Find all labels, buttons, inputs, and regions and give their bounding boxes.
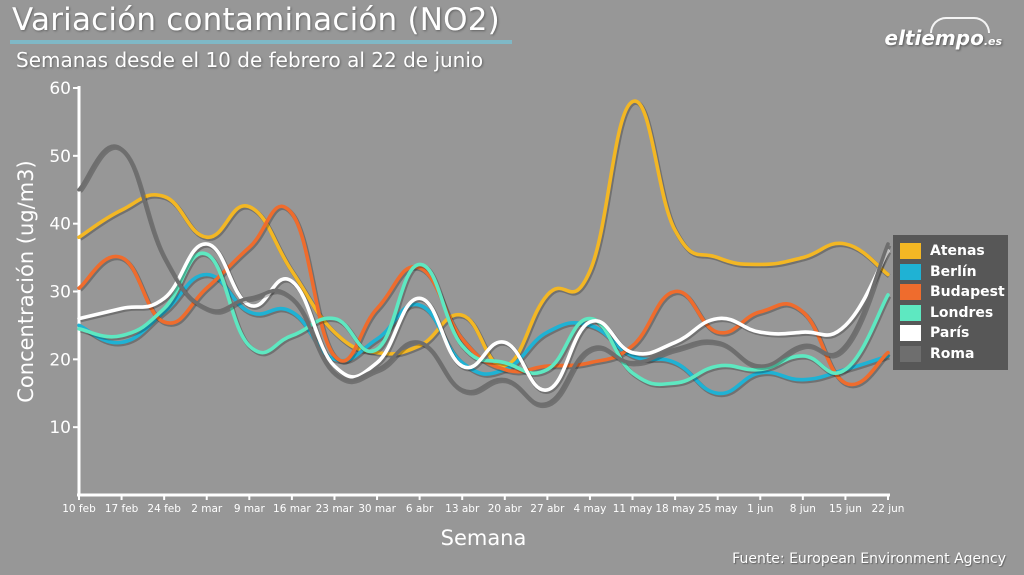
x-tick-label: 20 abr [488,503,523,515]
x-tick-label: 24 feb [147,503,181,515]
y-tick-label: 20 [49,350,71,370]
legend-swatch [900,284,921,301]
x-tick-label: 4 may [573,503,606,515]
legend-item-roma: Roma [893,344,1008,365]
legend-item-berlin: Berlín [893,262,1008,283]
legend-item-budapest: Budapest [893,282,1008,303]
x-tick-label: 22 jun [872,503,905,515]
chart-series [77,99,892,409]
brand-name: eltiempo [884,26,984,50]
legend-label: Berlín [930,263,977,280]
x-tick-label: 9 mar [234,503,266,515]
legend-label: Roma [930,345,975,362]
x-tick-label: 2 mar [191,503,223,515]
legend-swatch [900,304,921,321]
legend-item-atenas: Atenas [893,241,1008,262]
chart-labels: 10 20 30 40 50 60 10 feb 17 feb 24 feb 2 mar 9 mar… [14,79,904,550]
title-underline [10,40,512,44]
x-tick-label: 11 may [613,503,653,515]
x-tick-label: 16 mar [273,503,311,515]
y-tick-label: 10 [49,418,71,438]
x-tick-label: 25 may [698,503,738,515]
y-tick-label: 60 [49,79,71,99]
chart-subtitle: Semanas desde el 10 de febrero al 22 de … [16,48,484,72]
legend-label: Atenas [930,243,985,260]
legend-swatch [900,325,921,342]
legend-label: Londres [930,304,994,321]
brand-suffix: .es [983,35,1002,48]
x-tick-label: 23 mar [316,503,354,515]
series-line-roma [77,144,890,407]
x-axis-title: Semana [441,526,527,550]
legend-label: Budapest [930,284,1005,301]
y-tick-label: 40 [49,215,71,235]
x-tick-label: 6 abr [406,503,434,515]
y-tick-label: 50 [49,147,71,167]
x-tick-label: 10 feb [62,503,96,515]
legend-label: París [930,325,970,342]
x-tick-label: 1 jun [747,503,773,515]
x-tick-label: 18 may [655,503,695,515]
x-tick-label: 30 mar [358,503,396,515]
x-tick-label: 8 jun [790,503,816,515]
x-tick-label: 17 feb [105,503,139,515]
brand-logo: eltiempo.es [885,26,1002,50]
series-line-atenas [77,99,890,368]
chart-legend: Atenas Berlín Budapest Londres París Roma [893,235,1008,370]
series-line-paris [77,242,890,392]
legend-swatch [900,345,921,362]
legend-swatch [900,243,921,260]
chart-axes [73,86,890,500]
y-axis-title: Concentración (ug/m3) [14,160,38,402]
series-line-budapest [77,204,890,387]
source-note: Fuente: European Environment Agency [732,551,1006,567]
chart-title: Variación contaminación (NO2) [12,2,500,38]
legend-item-paris: París [893,323,1008,344]
legend-item-londres: Londres [893,303,1008,324]
x-tick-label: 27 abr [530,503,565,515]
x-tick-label: 13 abr [445,503,480,515]
y-tick-label: 30 [49,283,71,303]
series-line-londres [77,251,890,387]
legend-swatch [900,263,921,280]
x-tick-label: 15 jun [829,503,862,515]
